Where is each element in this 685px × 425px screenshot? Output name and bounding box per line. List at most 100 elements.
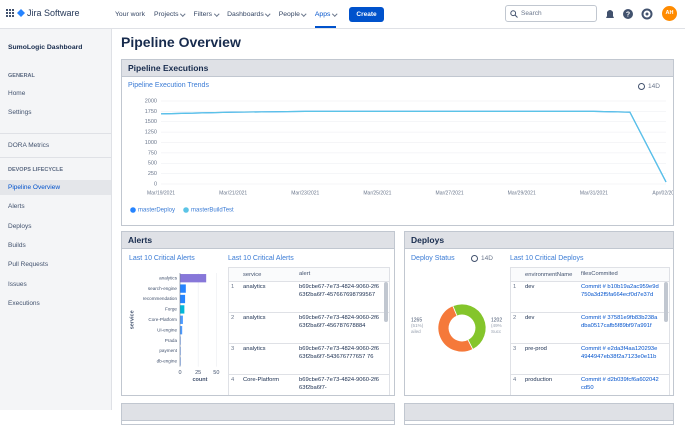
panel-header <box>122 404 394 421</box>
nav-icons: ? <box>606 8 653 20</box>
sidebar-item[interactable]: Pipeline Overview <box>0 180 111 195</box>
bar <box>180 315 183 324</box>
sidebar-item[interactable]: Settings <box>8 109 32 116</box>
table-title: Last 10 Critical Alerts <box>228 255 294 262</box>
app-icons <box>6 9 25 17</box>
table-header: service alert <box>229 268 389 282</box>
sidebar-item[interactable]: Builds <box>8 241 26 249</box>
search-box[interactable]: Search <box>505 5 597 22</box>
page-title: Pipeline Overview <box>121 34 241 50</box>
y-tick-label: payment <box>159 348 177 353</box>
sidebar-item[interactable]: DORA Metrics <box>8 142 50 149</box>
sidebar-item[interactable]: Pull Requests <box>8 261 49 269</box>
bar <box>180 284 186 293</box>
legend-label[interactable]: masterBuildTest <box>191 208 234 214</box>
slice-label: 1202 <box>491 317 502 323</box>
table-cell: 1 <box>231 284 235 290</box>
x-tick-label: Mar/25/2021 <box>363 190 391 196</box>
x-axis-label: count <box>193 377 208 383</box>
header-cell[interactable]: environmentName <box>525 271 573 278</box>
header-cell[interactable]: alert <box>299 270 311 277</box>
donut-chart: 1265(51%)ailed 1202(49%Succ <box>411 303 502 353</box>
panel <box>404 403 674 425</box>
y-tick-label: 1500 <box>145 119 157 125</box>
panel-title: Deploys <box>405 232 673 249</box>
y-tick-label: 1000 <box>145 140 157 146</box>
x-tick-label: Mar/19/2021 <box>147 190 175 196</box>
header-cell <box>511 273 523 277</box>
sidebar-item[interactable]: Executions <box>8 299 40 307</box>
nav-item[interactable]: People <box>279 11 306 18</box>
x-tick-label: Apr/02/2021 <box>652 190 673 196</box>
table-cell: analytics <box>243 346 266 352</box>
table-cell: b69cbe67-7e73-4824-9060-2f663f2ba6f7- <box>299 377 379 391</box>
search-icon <box>510 10 518 18</box>
slice-note: ailed <box>411 329 421 334</box>
logo[interactable]: Jira Software <box>27 8 80 18</box>
y-tick-label: 500 <box>148 161 157 167</box>
y-tick-label: search-engine <box>148 286 178 291</box>
nav-item[interactable]: Dashboards <box>227 11 270 18</box>
panel: Alerts Last 10 Critical Alerts 0 25 50 anal… <box>121 231 395 396</box>
table-cell: analytics <box>243 315 266 321</box>
chart-title: Deploy Status <box>411 255 455 262</box>
nav-item[interactable]: Your work <box>115 10 145 18</box>
table-cell: dev <box>525 315 535 321</box>
x-tick-label: Mar/21/2021 <box>219 190 247 196</box>
y-axis-label: service <box>129 310 135 329</box>
table-cell: 3 <box>231 346 235 352</box>
sidebar-title: SumoLogic Dashboard <box>8 44 83 51</box>
legend-swatch <box>183 207 189 213</box>
table-cell: b69cbe67-7e73-4824-9060-2f663f2ba6f7-456… <box>299 315 379 329</box>
y-tick-label: db-engine <box>157 359 178 364</box>
create-button[interactable]: Create <box>349 6 384 22</box>
header-cell[interactable]: service <box>243 271 262 278</box>
table-title: Last 10 Critical Deploys <box>510 255 584 262</box>
bar <box>180 294 186 304</box>
avatar[interactable]: AH <box>662 6 677 21</box>
table-cell: pre-prod <box>525 346 547 352</box>
slice-note: (49% <box>491 323 502 328</box>
nav-items: Your work Projects Filters Dashboards People… <box>115 0 384 28</box>
bar-chart: 0 25 50 analytics search-engine recommendatio… <box>129 273 219 383</box>
nav-item[interactable]: Projects <box>154 11 185 18</box>
sidebar-item[interactable]: Home <box>8 90 26 97</box>
nav-item[interactable]: Apps <box>314 11 337 28</box>
table-cell: 4 <box>513 377 517 383</box>
y-tick-label: recommendation <box>143 296 178 301</box>
time-range[interactable]: 14D <box>638 83 660 90</box>
donut-slice <box>437 305 474 353</box>
donut-slice <box>452 303 487 350</box>
table-cell: Commit # b10b19a2ac959e9d750a3d2f5fa664e… <box>581 284 659 298</box>
bar <box>180 336 181 345</box>
sidebar-item[interactable]: Alerts <box>8 203 25 211</box>
header-cell[interactable]: filesCommited <box>581 270 618 277</box>
y-tick-label: 750 <box>148 150 157 156</box>
divider <box>0 157 111 158</box>
y-tick-label: Forge <box>165 307 177 312</box>
table-row: 2 dev Commit # 37581e9fb83b238adba0517cafb… <box>511 313 669 344</box>
time-range[interactable]: 14D <box>471 255 493 262</box>
section-heading: DEVOPS LIFECYCLE <box>8 167 64 173</box>
table-cell: b69cbe67-7e73-4824-9060-2f663f2ba6f7-543… <box>299 346 379 360</box>
table-cell: 2 <box>513 315 517 321</box>
table-cell: 4 <box>231 377 235 383</box>
nav-item[interactable]: Filters <box>194 11 219 18</box>
y-tick-label: UI-engine <box>157 327 177 332</box>
x-tick-label: Mar/23/2021 <box>291 190 319 196</box>
table-cell: Commit # d2b039fcf6a602042cd50 <box>581 377 659 391</box>
panel-title: Pipeline Executions <box>122 60 673 77</box>
line-chart: 0 250 500 750 1000 1250 1500 1750 2000 Mar/19/202… <box>130 98 673 214</box>
search-placeholder: Search <box>521 10 542 17</box>
x-tick-label: 0 <box>178 370 181 376</box>
table-row: 3 analytics b69cbe67-7e73-4824-9060-2f663f… <box>229 344 389 375</box>
sidebar-item[interactable]: Issues <box>8 280 27 288</box>
scrollbar <box>384 282 388 322</box>
divider <box>0 133 111 134</box>
sidebar-item[interactable]: Deploys <box>8 222 32 230</box>
table-cell: Core-Platform <box>243 377 280 383</box>
panel <box>121 403 395 425</box>
legend-label[interactable]: masterDeploy <box>138 208 175 214</box>
top-nav: Jira Software Your work Projects Filters Da… <box>0 0 685 29</box>
table-header: environmentName filesCommited <box>511 268 669 282</box>
